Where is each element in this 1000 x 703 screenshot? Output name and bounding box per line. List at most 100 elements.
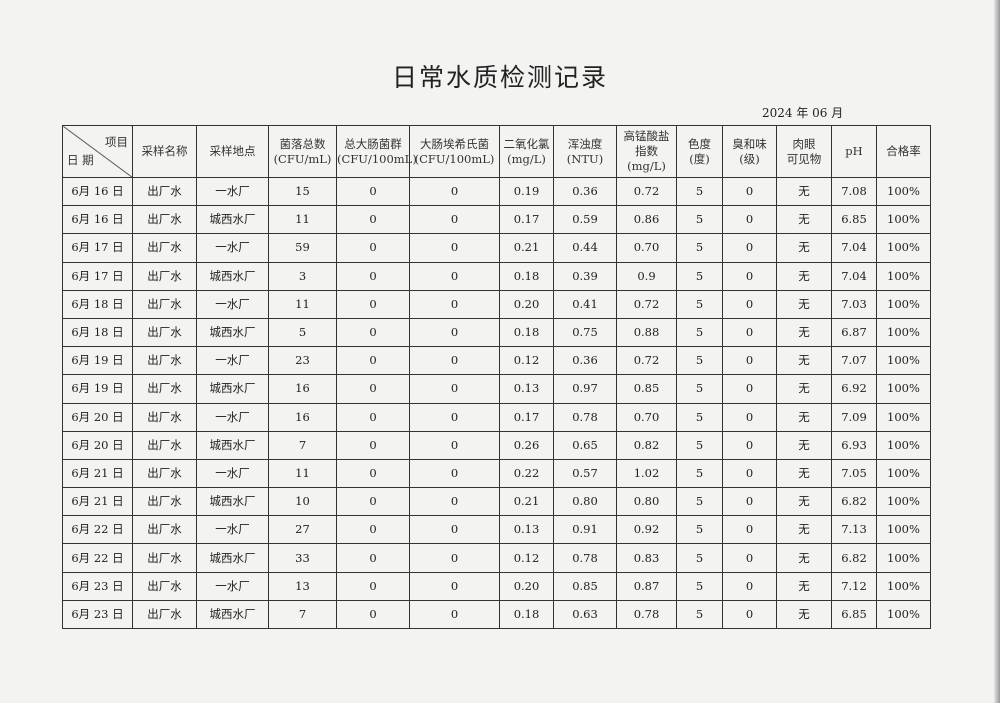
table-row: 6月 19 日出厂水 城西水厂 16 0 0 0.13 0.97 0.85 5 0 无 6.92 100… bbox=[62, 374, 931, 404]
cell-e-coli: 0 bbox=[409, 261, 500, 291]
table-row: 6月 21 日出厂水 城西水厂 10 0 0 0.21 0.80 0.80 5 0 无 6.82 100… bbox=[62, 487, 931, 517]
cell-turbidity: 0.44 bbox=[553, 233, 617, 263]
cell-chlorine-dioxide: 0.21 bbox=[499, 233, 554, 263]
cell-permanganate-index: 0.87 bbox=[616, 571, 677, 601]
cell-e-coli: 0 bbox=[409, 233, 500, 263]
cell-sample-location: 城西水厂 bbox=[196, 430, 269, 460]
cell-date: 6月 18 日 bbox=[62, 289, 133, 319]
table-row: 6月 19 日出厂水 一水厂 23 0 0 0.12 0.36 0.72 5 0 无 7.07 100% bbox=[62, 346, 931, 376]
column-header-text: 大肠埃希氏菌 bbox=[420, 136, 489, 151]
cell-sample-location: 一水厂 bbox=[196, 458, 269, 489]
cell-date: 6月 21 日 bbox=[62, 458, 133, 489]
table-row: 6月 18 日出厂水 城西水厂 5 0 0 0.18 0.75 0.88 5 0 无 6.87 100% bbox=[62, 317, 931, 348]
cell-sample-name: 出厂水 bbox=[132, 487, 197, 517]
cell-turbidity: 0.57 bbox=[553, 458, 617, 489]
cell-permanganate-index: 0.88 bbox=[616, 317, 677, 348]
column-header-text: 采样地点 bbox=[209, 144, 256, 158]
cell-chlorine-dioxide: 0.12 bbox=[499, 346, 554, 376]
cell-color: 5 bbox=[676, 487, 723, 517]
cell-colony-count: 7 bbox=[268, 430, 337, 460]
cell-odor-taste: 0 bbox=[722, 402, 777, 432]
cell-turbidity: 0.36 bbox=[553, 176, 617, 207]
cell-e-coli: 0 bbox=[409, 374, 500, 404]
cell-total-coliform: 0 bbox=[336, 289, 410, 319]
cell-turbidity: 0.59 bbox=[553, 205, 617, 235]
column-header-text: 色度 bbox=[688, 136, 711, 151]
cell-sample-location: 一水厂 bbox=[196, 233, 269, 263]
cell-total-coliform: 0 bbox=[336, 233, 410, 263]
cell-ph: 7.09 bbox=[831, 402, 877, 432]
cell-sample-location: 一水厂 bbox=[196, 402, 269, 432]
cell-pass-rate: 100% bbox=[876, 317, 931, 348]
cell-pass-rate: 100% bbox=[876, 205, 931, 235]
cell-odor-taste: 0 bbox=[722, 571, 777, 601]
cell-turbidity: 0.91 bbox=[553, 515, 617, 545]
cell-visible-matter: 无 bbox=[776, 571, 832, 601]
cell-pass-rate: 100% bbox=[876, 176, 931, 207]
column-header: 采样地点 bbox=[196, 125, 269, 178]
cell-e-coli: 0 bbox=[409, 402, 500, 432]
cell-sample-name: 出厂水 bbox=[132, 233, 197, 263]
column-header: 二氧化氯 (mg/L) bbox=[499, 125, 554, 178]
cell-color: 5 bbox=[676, 402, 723, 432]
cell-total-coliform: 0 bbox=[336, 402, 410, 432]
cell-ph: 6.93 bbox=[831, 430, 877, 460]
cell-pass-rate: 100% bbox=[876, 571, 931, 601]
cell-visible-matter: 无 bbox=[776, 261, 832, 291]
cell-sample-location: 城西水厂 bbox=[196, 487, 269, 517]
cell-chlorine-dioxide: 0.12 bbox=[499, 543, 554, 573]
cell-permanganate-index: 0.72 bbox=[616, 289, 677, 319]
cell-pass-rate: 100% bbox=[876, 346, 931, 376]
cell-permanganate-index: 0.92 bbox=[616, 515, 677, 545]
cell-e-coli: 0 bbox=[409, 599, 500, 630]
cell-date: 6月 21 日 bbox=[62, 487, 133, 517]
column-header-text: 可见物 bbox=[786, 151, 822, 166]
cell-colony-count: 23 bbox=[268, 346, 337, 376]
cell-colony-count: 11 bbox=[268, 289, 337, 319]
cell-visible-matter: 无 bbox=[776, 346, 832, 376]
cell-pass-rate: 100% bbox=[876, 374, 931, 404]
column-header-text: 二氧化氯 bbox=[503, 136, 550, 151]
cell-chlorine-dioxide: 0.21 bbox=[499, 487, 554, 517]
column-header-text: (度) bbox=[689, 151, 710, 166]
table-row: 6月 16 日出厂水 一水厂 15 0 0 0.19 0.36 0.72 5 0 无 7.08 100% bbox=[62, 176, 931, 207]
cell-date: 6月 22 日 bbox=[62, 543, 133, 573]
column-header: 高锰酸盐 指数 (mg/L) bbox=[616, 125, 677, 178]
column-header-text: (CFU/100mL) bbox=[414, 151, 495, 166]
cell-color: 5 bbox=[676, 233, 723, 263]
cell-sample-name: 出厂水 bbox=[132, 543, 197, 573]
cell-color: 5 bbox=[676, 430, 723, 460]
cell-visible-matter: 无 bbox=[776, 317, 832, 348]
cell-permanganate-index: 0.70 bbox=[616, 233, 677, 263]
cell-e-coli: 0 bbox=[409, 346, 500, 376]
cell-visible-matter: 无 bbox=[776, 430, 832, 460]
table-row: 6月 23 日出厂水 城西水厂 7 0 0 0.18 0.63 0.78 5 0 无 6.85 100% bbox=[62, 599, 931, 630]
cell-date: 6月 17 日 bbox=[62, 233, 133, 263]
cell-color: 5 bbox=[676, 543, 723, 573]
cell-odor-taste: 0 bbox=[722, 543, 777, 573]
cell-color: 5 bbox=[676, 599, 723, 630]
cell-pass-rate: 100% bbox=[876, 543, 931, 573]
cell-visible-matter: 无 bbox=[776, 289, 832, 319]
cell-sample-name: 出厂水 bbox=[132, 571, 197, 601]
cell-date: 6月 19 日 bbox=[62, 374, 133, 404]
cell-color: 5 bbox=[676, 458, 723, 489]
cell-e-coli: 0 bbox=[409, 176, 500, 207]
cell-pass-rate: 100% bbox=[876, 458, 931, 489]
cell-permanganate-index: 0.82 bbox=[616, 430, 677, 460]
corner-date-label: 日 期 bbox=[67, 153, 94, 167]
column-header-text: 臭和味 bbox=[732, 136, 767, 151]
cell-permanganate-index: 0.70 bbox=[616, 402, 677, 432]
cell-date: 6月 16 日 bbox=[62, 176, 133, 207]
cell-visible-matter: 无 bbox=[776, 233, 832, 263]
cell-date: 6月 19 日 bbox=[62, 346, 133, 376]
cell-chlorine-dioxide: 0.18 bbox=[499, 317, 554, 348]
column-header-text: (CFU/mL) bbox=[273, 151, 332, 166]
cell-sample-location: 城西水厂 bbox=[196, 317, 269, 348]
column-header-text: 合格率 bbox=[886, 144, 921, 158]
cell-e-coli: 0 bbox=[409, 289, 500, 319]
cell-pass-rate: 100% bbox=[876, 430, 931, 460]
scan-edge-shadow bbox=[994, 0, 1000, 703]
cell-total-coliform: 0 bbox=[336, 515, 410, 545]
cell-permanganate-index: 0.78 bbox=[616, 599, 677, 630]
